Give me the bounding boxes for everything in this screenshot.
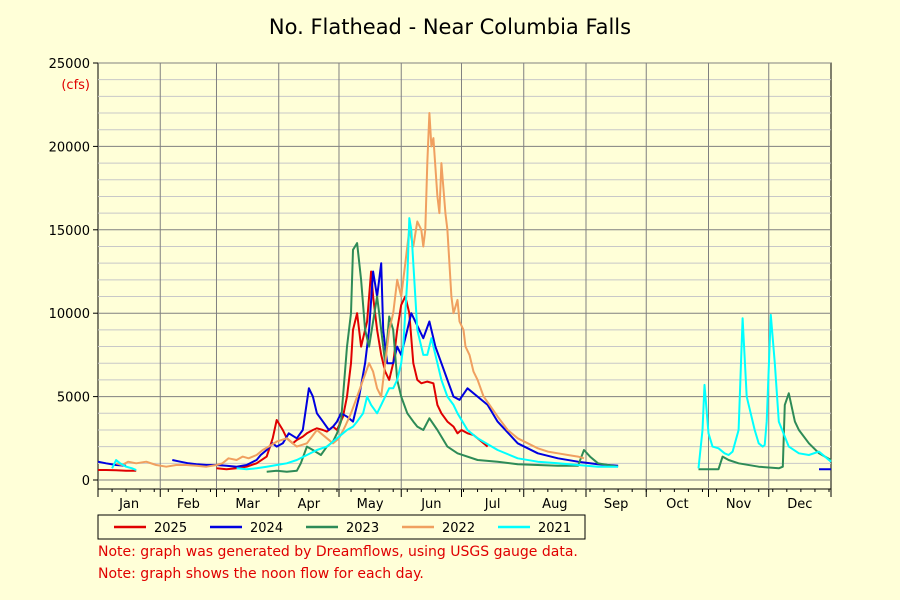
legend-label-2025: 2025: [154, 521, 187, 536]
legend-box: [97, 514, 586, 540]
legend-label-2023: 2023: [346, 521, 379, 536]
note-source: Note: graph was generated by Dreamflows,…: [98, 544, 578, 560]
y-axis: 0 5000 10000 15000 20000 25000: [49, 57, 98, 489]
note-noon-flow: Note: graph shows the noon flow for each…: [98, 566, 424, 582]
month-label: Jun: [420, 497, 441, 512]
y-tick-label: 10000: [49, 307, 90, 322]
chart-title: No. Flathead - Near Columbia Falls: [269, 15, 631, 39]
y-tick-label: 25000: [49, 57, 90, 72]
x-axis: Jan Feb Mar Apr May Jun Jul Aug Sep Oct Nov Dec: [97, 489, 832, 512]
month-label: Nov: [726, 497, 752, 512]
month-label: Feb: [177, 497, 200, 512]
legend-label-2024: 2024: [250, 521, 283, 536]
y-tick-label: 0: [82, 474, 90, 489]
series-line-2021: [111, 217, 832, 471]
y-tick-label: 15000: [49, 224, 90, 239]
series-lines: [97, 112, 832, 473]
y-tick-label: 5000: [57, 391, 90, 406]
grid: [97, 62, 832, 490]
series-line-2022: [115, 112, 585, 468]
unit-label: (cfs): [61, 78, 90, 93]
series-line-2023: [266, 242, 832, 473]
legend: 2025 2024 2023 2022 2021: [97, 514, 586, 540]
month-label: May: [357, 497, 384, 512]
month-label: Oct: [666, 497, 688, 512]
month-label: Sep: [604, 497, 629, 512]
month-label: Jan: [118, 497, 139, 512]
month-label: Dec: [787, 497, 812, 512]
month-label: Jul: [484, 497, 501, 512]
legend-label-2021: 2021: [538, 521, 571, 536]
month-label: Apr: [298, 497, 321, 512]
month-label: Mar: [235, 497, 260, 512]
legend-label-2022: 2022: [442, 521, 475, 536]
series-line-2025: [98, 270, 489, 472]
y-tick-label: 20000: [49, 140, 90, 155]
month-label: Aug: [542, 497, 567, 512]
series-line-2024: [97, 262, 831, 471]
